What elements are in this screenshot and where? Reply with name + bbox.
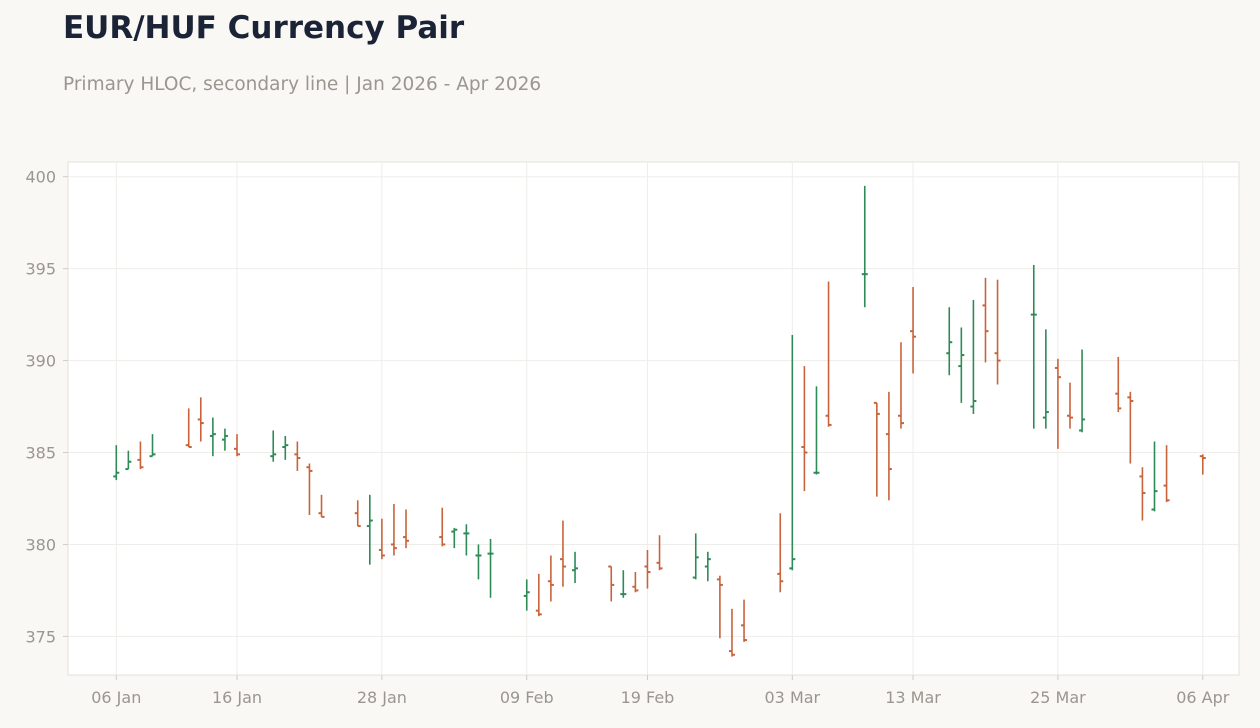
ohlc-bar: [692, 533, 699, 580]
ohlc-bar: [234, 434, 241, 457]
gridlines: [68, 162, 1239, 675]
chart-subtitle: Primary HLOC, secondary line | Jan 2026 …: [63, 74, 542, 95]
ohlc-bar: [910, 287, 917, 374]
ohlc-bar: [789, 334, 796, 571]
ohlc-bar: [741, 599, 748, 642]
ohlc-bar: [644, 549, 651, 589]
x-tick-label: 13 Mar: [885, 688, 941, 707]
ohlc-bar: [354, 500, 361, 528]
ohlc-bar: [970, 299, 977, 414]
ohlc-bar: [656, 535, 663, 571]
x-axis: 06 Jan 16 Jan 28 Jan 09 Feb 19 Feb 03 Mar 13 M…: [91, 675, 1230, 707]
ohlc-bar: [1054, 358, 1061, 449]
plot-area: [67, 161, 1240, 676]
ohlc-bar: [318, 494, 325, 518]
ohlc-bar: [451, 527, 458, 549]
ohlc-bar: [306, 463, 313, 516]
ohlc-bar: [632, 572, 639, 593]
ohlc-bar: [547, 555, 554, 602]
ohlc-bar: [487, 538, 494, 598]
ohlc-bar: [994, 279, 1001, 385]
ohlc-bar: [1115, 356, 1122, 413]
x-tick-label: 16 Jan: [212, 688, 262, 707]
ohlc-bar: [439, 507, 446, 547]
chart-title: EUR/HUF Currency Pair: [63, 10, 465, 46]
ohlc-bar: [475, 544, 482, 580]
ohlc-bar: [716, 575, 723, 639]
y-tick-label: 380: [25, 535, 56, 554]
ohlc-bar: [294, 441, 301, 471]
ohlc-bar: [704, 551, 711, 582]
ohlc-bar: [185, 408, 192, 448]
ohlc-bar: [113, 445, 120, 481]
y-tick-label: 385: [25, 444, 56, 463]
ohlc-bar: [1151, 441, 1158, 512]
y-axis: 375 380 385 390 395 400: [25, 168, 68, 646]
ohlc-series: [113, 185, 1206, 657]
ohlc-bar: [270, 430, 277, 462]
ohlc-bar: [608, 565, 615, 602]
ohlc-bar: [390, 504, 397, 556]
ohlc-bar: [873, 401, 880, 497]
ohlc-bar: [197, 397, 204, 442]
x-tick-label: 03 Mar: [765, 688, 821, 707]
ohlc-bar: [1030, 264, 1037, 429]
ohlc-bar: [125, 450, 132, 471]
ohlc-bar: [1066, 382, 1073, 429]
ohlc-bar: [1199, 454, 1206, 475]
ohlc-bar: [777, 513, 784, 593]
ohlc-bar: [813, 386, 820, 475]
ohlc-bar: [1163, 445, 1170, 503]
ohlc-bar: [149, 434, 156, 458]
ohlc-bar: [137, 441, 144, 470]
ohlc-bar: [946, 307, 953, 376]
ohlc-bar: [1127, 391, 1134, 464]
ohlc-bar: [1042, 329, 1049, 429]
ohlc-bar: [861, 185, 868, 308]
ohlc-bar: [463, 524, 470, 556]
ohlc-bar: [282, 435, 289, 460]
y-tick-label: 400: [25, 168, 56, 187]
ohlc-bar: [982, 277, 989, 363]
ohlc-bar: [523, 579, 530, 611]
ohlc-bar: [728, 608, 735, 657]
x-tick-label: 06 Jan: [91, 688, 141, 707]
ohlc-bar: [559, 520, 566, 587]
ohlc-bar: [572, 551, 579, 584]
x-tick-label: 25 Mar: [1030, 688, 1086, 707]
ohlc-bar: [221, 428, 228, 451]
ohlc-bar: [1079, 349, 1086, 433]
ohlc-bar: [209, 417, 216, 457]
ohlc-bar: [825, 281, 832, 427]
ohlc-bar: [801, 366, 808, 492]
x-tick-label: 28 Jan: [357, 688, 407, 707]
ohlc-bar: [403, 509, 410, 549]
y-tick-label: 375: [25, 627, 56, 646]
ohlc-bar: [535, 573, 542, 617]
x-tick-label: 06 Apr: [1176, 688, 1230, 707]
ohlc-bar: [958, 327, 965, 403]
ohlc-bar: [897, 342, 904, 429]
x-tick-label: 09 Feb: [500, 688, 554, 707]
y-tick-label: 395: [25, 260, 56, 279]
x-tick-label: 19 Feb: [621, 688, 675, 707]
ohlc-bar: [885, 391, 892, 501]
y-tick-label: 390: [25, 352, 56, 371]
ohlc-bar: [620, 570, 627, 598]
ohlc-bar: [366, 494, 373, 565]
ohlc-bar: [378, 518, 385, 560]
ohlc-bar: [1139, 467, 1146, 521]
